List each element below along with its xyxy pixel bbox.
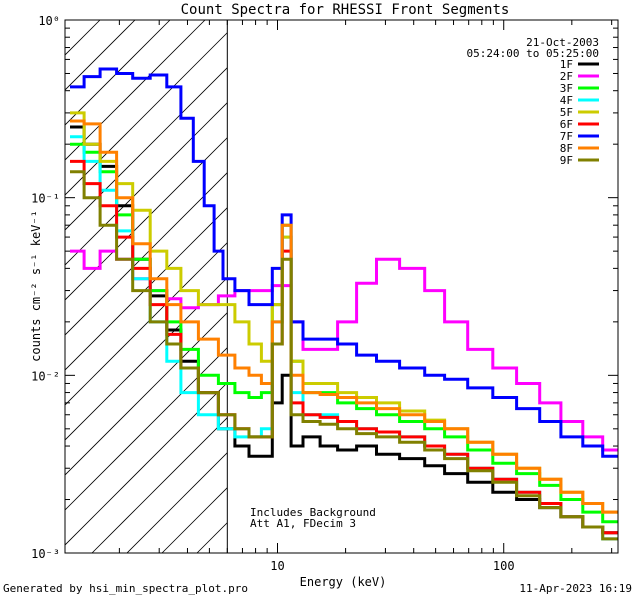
series-line-8f <box>70 119 618 514</box>
legend-label-9f: 9F <box>560 154 573 167</box>
legend-label-7f: 7F <box>560 130 573 143</box>
legend-label-1f: 1F <box>560 58 573 71</box>
chart-title: Count Spectra for RHESSI Front Segments <box>181 2 510 18</box>
legend-label-3f: 3F <box>560 82 573 95</box>
time-range-label: 05:24:00 to 05:25:00 <box>467 47 599 60</box>
footer-generated-by: Generated by hsi_min_spectra_plot.pro <box>3 582 249 595</box>
plot-frame <box>64 19 619 554</box>
hatch-line <box>65 20 276 231</box>
hatched-region <box>65 20 618 553</box>
legend-label-6f: 6F <box>560 118 573 131</box>
y-tick-label: 10⁰ <box>38 14 60 28</box>
axes: 10 100 10⁻³ 10⁻² 10⁻¹ 10⁰ <box>31 14 618 573</box>
y-tick-label: 10⁻² <box>31 369 60 383</box>
y-axis-label: counts cm⁻² s⁻¹ keV⁻¹ <box>29 210 43 362</box>
hatch-line <box>65 20 311 266</box>
annotation-line-2: Att A1, FDecim 3 <box>250 517 356 530</box>
series-line-7f <box>70 67 618 458</box>
annotation-line-1: Includes Background <box>250 506 376 519</box>
series-line-9f <box>70 170 618 541</box>
x-tick-label: 10 <box>270 559 284 573</box>
legend-label-8f: 8F <box>560 142 573 155</box>
footer-timestamp: 11-Apr-2023 16:19 <box>519 582 632 595</box>
legend-label-5f: 5F <box>560 106 573 119</box>
y-tick-label: 10⁻¹ <box>31 192 60 206</box>
hatch-line <box>65 20 241 196</box>
hatch-line <box>65 20 101 56</box>
legend-label-4f: 4F <box>560 94 573 107</box>
hatch-line <box>65 20 171 126</box>
legend-label-2f: 2F <box>560 70 573 83</box>
series-layer <box>70 67 618 541</box>
x-tick-label: 100 <box>493 559 515 573</box>
x-axis-label: Energy (keV) <box>300 575 387 589</box>
date-label: 21-Oct-2003 <box>526 36 599 49</box>
hatch-line <box>65 20 206 161</box>
y-tick-label: 10⁻³ <box>31 547 60 561</box>
